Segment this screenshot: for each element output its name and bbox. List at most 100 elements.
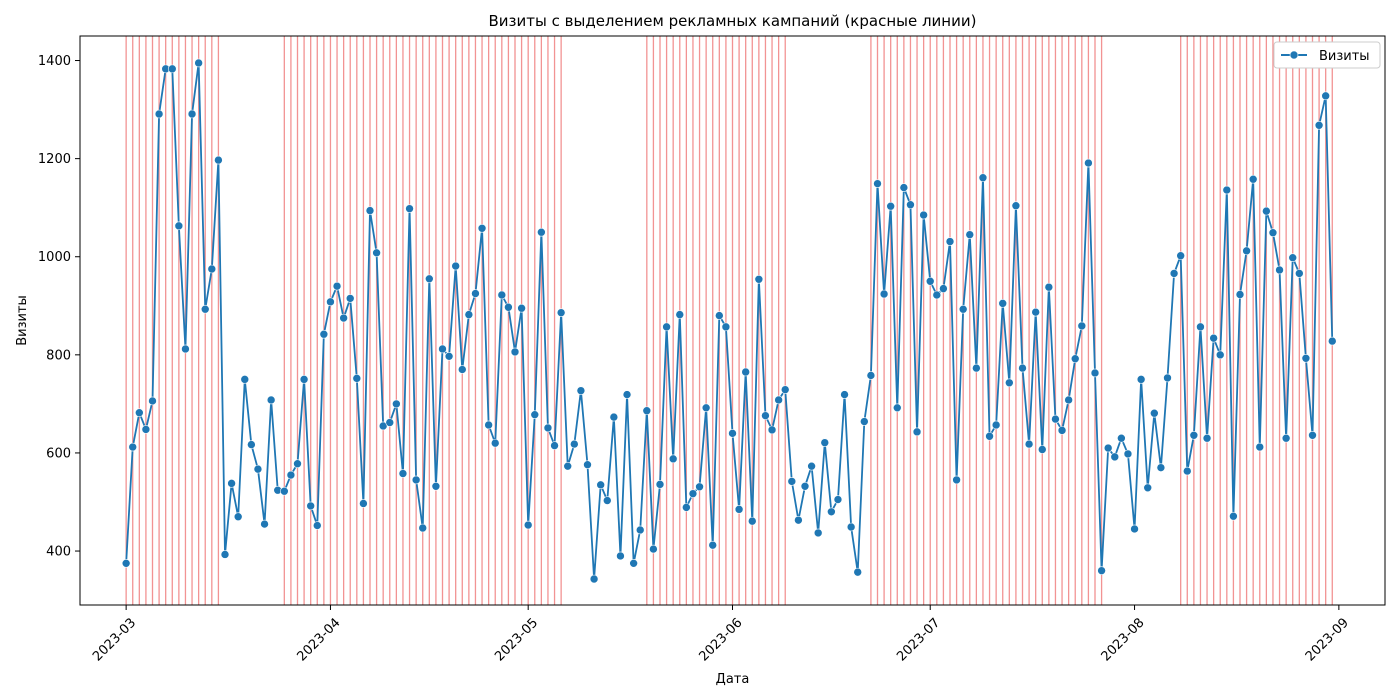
- legend-dot-marker: [1289, 50, 1299, 60]
- data-point: [200, 304, 210, 314]
- data-point: [484, 420, 493, 430]
- data-point: [1077, 321, 1087, 331]
- data-point: [866, 371, 876, 380]
- data-point: [1103, 443, 1113, 453]
- data-point: [602, 496, 612, 505]
- data-point: [1064, 395, 1073, 405]
- y-axis-label: Визиты: [15, 295, 30, 346]
- data-point: [1242, 246, 1251, 256]
- data-point: [405, 204, 414, 213]
- data-point: [181, 344, 190, 354]
- data-point: [1235, 290, 1245, 299]
- data-point: [616, 551, 625, 561]
- data-point: [550, 441, 559, 450]
- data-point: [932, 290, 942, 300]
- data-point: [655, 480, 665, 489]
- data-point: [642, 406, 652, 416]
- data-point: [293, 459, 302, 469]
- data-point: [464, 310, 474, 319]
- data-point: [537, 227, 546, 237]
- data-point: [392, 399, 401, 409]
- data-point: [471, 289, 480, 298]
- x-axis-label: Дата: [716, 672, 750, 687]
- data-point: [820, 438, 830, 447]
- data-point: [1275, 265, 1284, 275]
- data-point: [1150, 408, 1159, 418]
- data-point: [813, 528, 823, 538]
- data-point: [754, 274, 764, 284]
- data-point: [260, 519, 269, 529]
- data-point: [1262, 206, 1271, 216]
- data-point: [167, 64, 177, 74]
- data-point: [925, 276, 935, 286]
- data-point: [1229, 511, 1238, 521]
- data-point: [695, 482, 704, 492]
- data-point: [688, 489, 698, 498]
- data-point: [141, 425, 151, 434]
- data-point: [214, 155, 223, 165]
- legend: Визиты: [1273, 41, 1381, 69]
- data-point: [1288, 253, 1298, 263]
- data-point: [1136, 375, 1146, 384]
- data-point: [418, 523, 428, 533]
- data-point: [1196, 322, 1205, 332]
- data-point: [1163, 373, 1172, 383]
- y-axis: 400 600 800 1000 1200 1400: [38, 54, 80, 560]
- data-point: [794, 515, 803, 525]
- y-tick-label: 1000: [38, 250, 71, 265]
- data-point: [194, 58, 203, 68]
- data-point: [326, 297, 335, 307]
- data-point: [860, 417, 869, 426]
- data-point: [1110, 452, 1120, 462]
- data-point: [378, 421, 388, 431]
- data-point: [668, 454, 678, 464]
- data-point: [490, 438, 500, 448]
- data-point: [247, 440, 256, 449]
- y-tick-label: 1200: [38, 152, 71, 167]
- data-point: [128, 442, 138, 452]
- data-point: [1222, 185, 1232, 195]
- data-point: [846, 522, 856, 532]
- data-point: [873, 179, 882, 188]
- data-point: [853, 567, 863, 577]
- data-point: [1024, 439, 1034, 449]
- data-point: [1176, 251, 1185, 261]
- data-point: [780, 385, 790, 394]
- data-point: [879, 289, 889, 299]
- series-line: [125, 62, 1334, 580]
- data-point: [787, 477, 797, 486]
- y-tick-label: 800: [46, 348, 71, 363]
- data-point: [1084, 158, 1093, 168]
- chart-title: Визиты с выделением рекламных кампаний (…: [489, 12, 977, 30]
- data-point: [523, 520, 533, 530]
- data-point: [530, 410, 540, 419]
- series-visits: [121, 58, 1337, 584]
- data-point: [774, 395, 783, 405]
- data-point: [998, 299, 1008, 308]
- data-point: [715, 311, 724, 320]
- data-point: [701, 403, 711, 413]
- data-point: [609, 412, 619, 422]
- data-point: [497, 290, 507, 300]
- data-point: [675, 310, 685, 319]
- legend-box: [1273, 41, 1381, 69]
- data-point: [306, 501, 315, 511]
- data-point: [207, 264, 217, 274]
- data-point: [543, 423, 553, 433]
- data-point: [135, 408, 144, 418]
- data-point: [892, 403, 902, 413]
- data-point: [1090, 368, 1100, 378]
- data-point: [958, 304, 968, 314]
- data-point: [682, 503, 691, 512]
- data-point: [438, 344, 447, 354]
- data-point: [1308, 430, 1317, 440]
- data-point: [761, 411, 770, 420]
- data-point: [952, 475, 961, 485]
- data-point: [1044, 282, 1054, 292]
- data-point: [1018, 363, 1027, 373]
- data-point: [1011, 201, 1021, 211]
- data-point: [1202, 433, 1212, 443]
- data-point: [1215, 350, 1225, 360]
- data-point: [939, 284, 948, 293]
- data-point: [734, 505, 744, 514]
